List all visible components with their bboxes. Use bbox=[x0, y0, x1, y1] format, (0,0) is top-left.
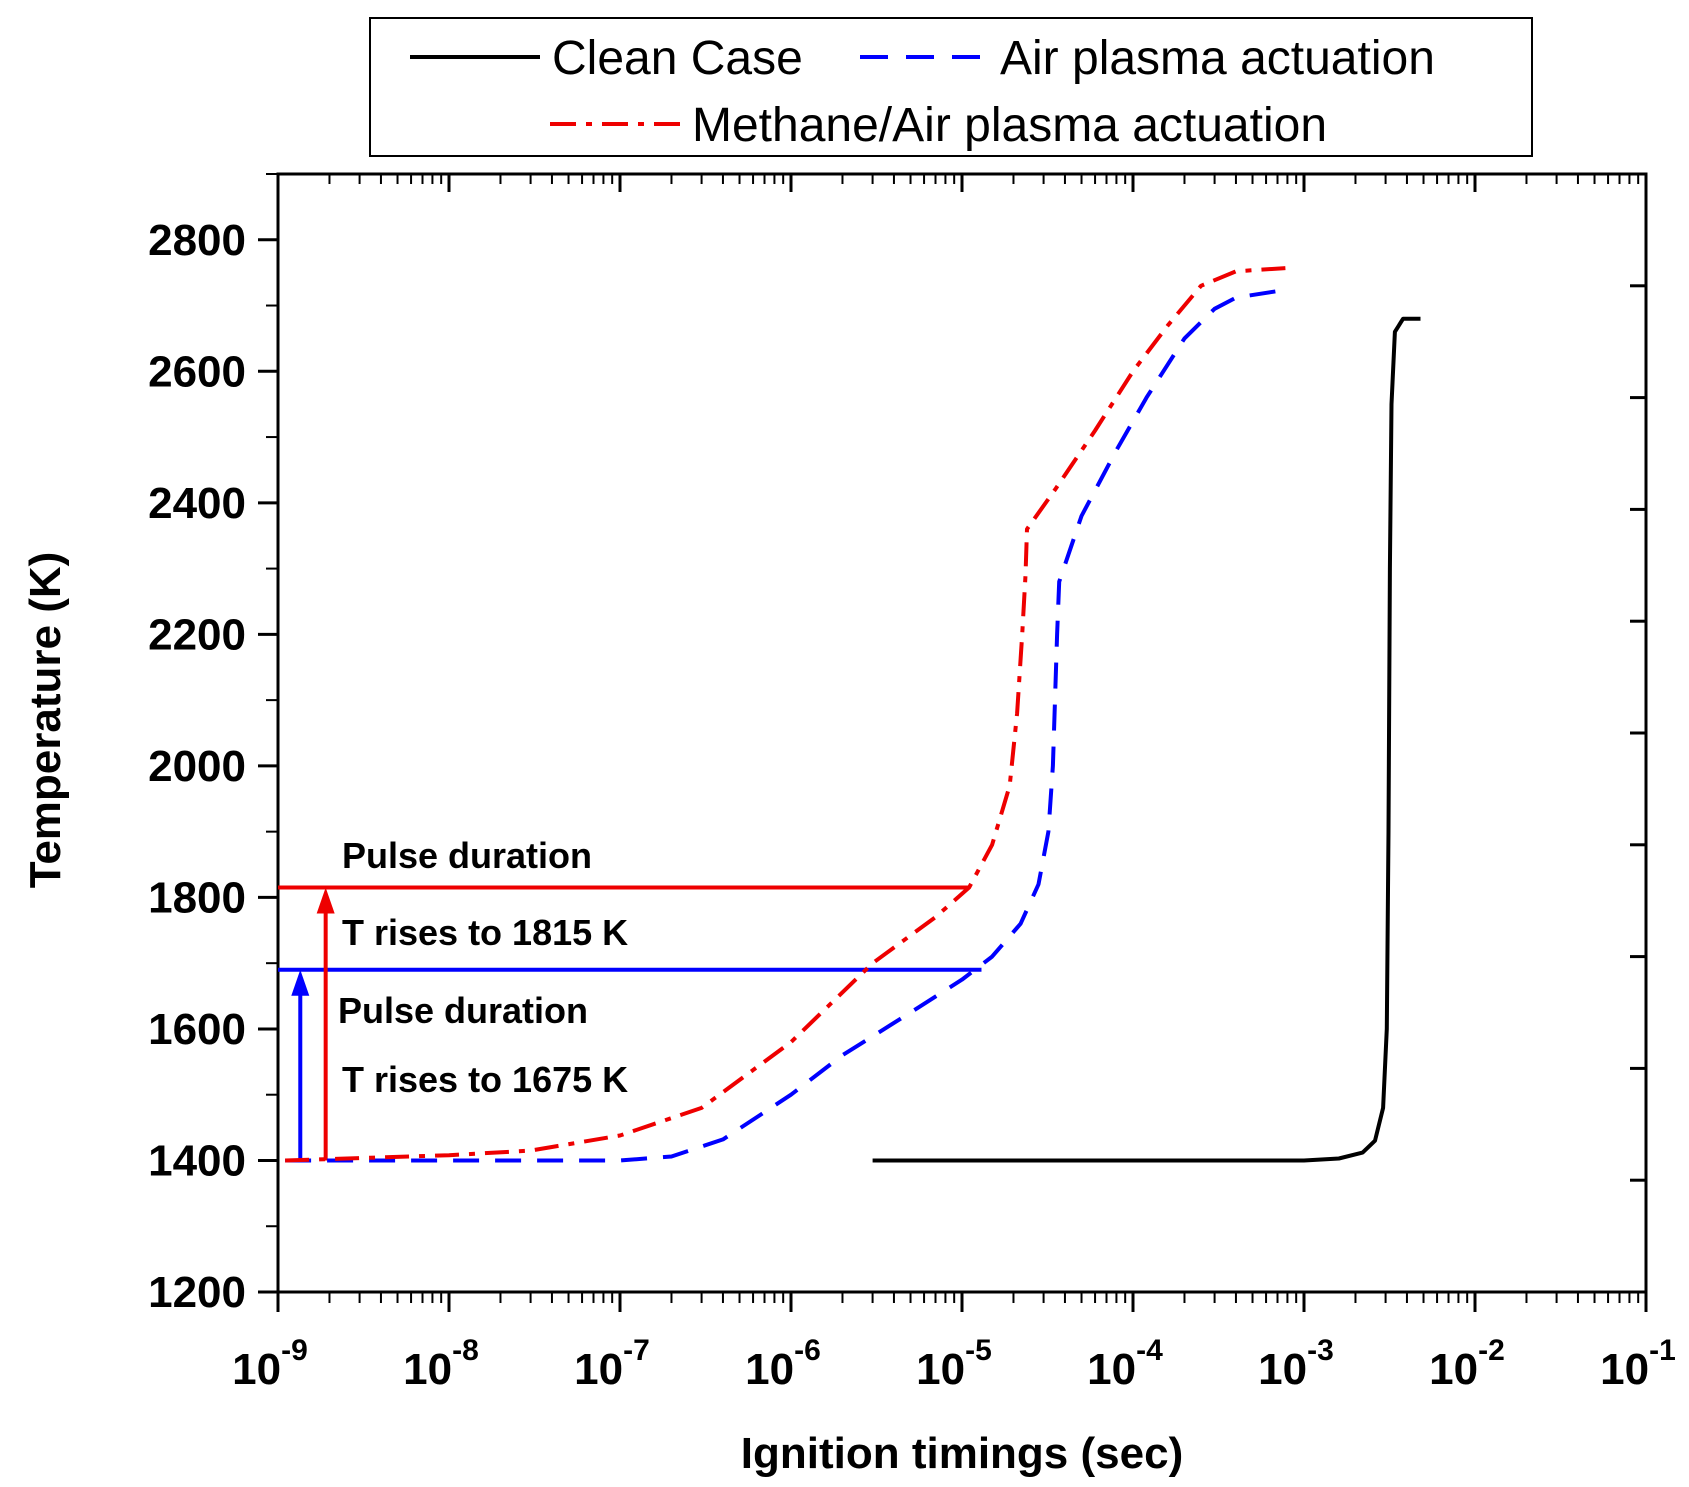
x-tick-exponent: -8 bbox=[452, 1334, 479, 1367]
series-line-2 bbox=[285, 266, 1288, 1163]
legend-label-methane: Methane/Air plasma actuation bbox=[692, 99, 1327, 152]
y-axis-title: Temperature (K) bbox=[21, 552, 70, 889]
legend-label-air: Air plasma actuation bbox=[1000, 32, 1435, 85]
axis-ticks bbox=[258, 172, 1648, 1312]
x-tick-exponent: -9 bbox=[281, 1334, 308, 1367]
y-tick-label: 2600 bbox=[148, 347, 246, 396]
x-tick-label: 10-4 bbox=[1087, 1334, 1163, 1394]
y-tick-label: 2800 bbox=[148, 216, 246, 265]
annotation-blue-pulse: Pulse duration bbox=[338, 990, 588, 1031]
y-tick-label: 1400 bbox=[148, 1136, 246, 1185]
x-tick-label: 10-8 bbox=[403, 1334, 479, 1394]
plot-frame bbox=[276, 172, 1648, 1294]
x-tick-exponent: -4 bbox=[1136, 1334, 1163, 1367]
x-tick-label: 10-6 bbox=[745, 1334, 821, 1394]
pulse-arrow-head bbox=[291, 969, 310, 996]
y-tick-label: 2400 bbox=[148, 479, 246, 528]
y-tick-label: 1200 bbox=[148, 1268, 246, 1317]
y-tick-label: 1800 bbox=[148, 873, 246, 922]
legend-box bbox=[369, 17, 1533, 157]
axis-tick-labels: 10-9 10-8 10-7 10-6 10-5 10-4 10-3 10-2 10-1 1200… bbox=[148, 216, 1676, 1394]
annotation-red-rise: T rises to 1815 K bbox=[342, 912, 628, 953]
annotation-red-pulse: Pulse duration bbox=[342, 835, 592, 876]
annotation-blue-rise: T rises to 1675 K bbox=[342, 1059, 628, 1100]
x-tick-label: 10-3 bbox=[1258, 1334, 1334, 1394]
pulse-arrow-head bbox=[316, 887, 335, 914]
series-lines bbox=[285, 266, 1421, 1163]
series-line-0 bbox=[872, 316, 1421, 1163]
y-tick-label: 2200 bbox=[148, 610, 246, 659]
x-axis-title: Ignition timings (sec) bbox=[741, 1429, 1183, 1478]
x-tick-exponent: -7 bbox=[623, 1334, 650, 1367]
x-tick-label: 10-7 bbox=[574, 1334, 650, 1394]
series-line-1 bbox=[285, 289, 1278, 1163]
x-tick-label: 10-9 bbox=[232, 1334, 308, 1394]
legend: Clean Case Air plasma actuation Methane/… bbox=[369, 17, 1533, 157]
x-tick-label: 10-5 bbox=[916, 1334, 992, 1394]
x-tick-label: 10-2 bbox=[1429, 1334, 1505, 1394]
x-tick-label: 10-1 bbox=[1600, 1334, 1676, 1394]
legend-label-clean: Clean Case bbox=[552, 32, 803, 85]
x-tick-exponent: -5 bbox=[965, 1334, 992, 1367]
x-tick-exponent: -1 bbox=[1649, 1334, 1676, 1367]
x-tick-exponent: -6 bbox=[794, 1334, 821, 1367]
x-tick-exponent: -3 bbox=[1307, 1334, 1334, 1367]
y-tick-label: 2000 bbox=[148, 742, 246, 791]
y-tick-label: 1600 bbox=[148, 1005, 246, 1054]
x-tick-exponent: -2 bbox=[1478, 1334, 1505, 1367]
